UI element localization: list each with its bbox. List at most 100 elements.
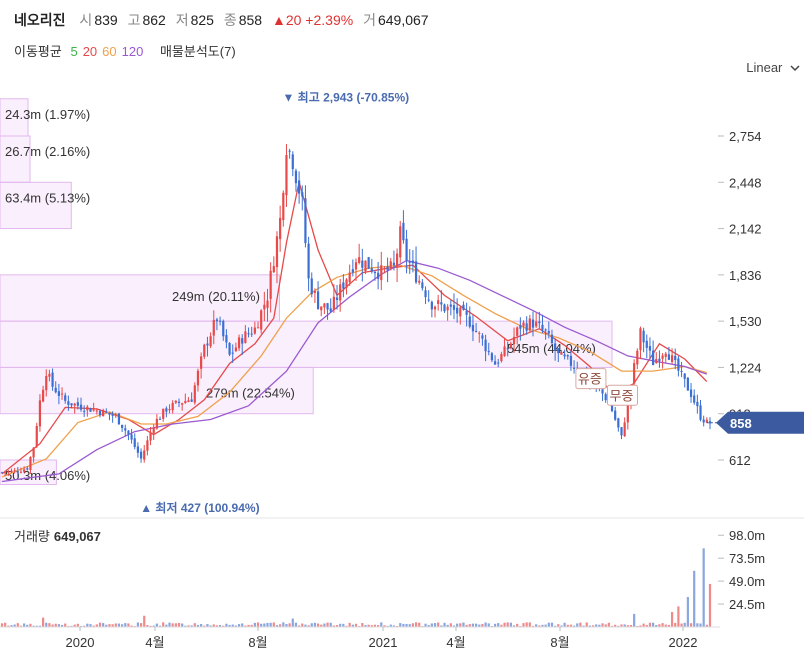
volume-bar [601,623,604,627]
scale-selector[interactable]: Linear [746,60,800,75]
candle-body [645,340,648,348]
volume-bar [633,613,636,627]
candle-body [380,265,383,281]
candle-body [446,306,449,311]
volume-bar [342,623,345,627]
volume-bar [241,623,244,627]
ma-120[interactable]: 120 [121,44,144,59]
candle-body [424,290,427,298]
candle-body [623,422,626,437]
volume-bar [481,623,484,627]
candle-body [421,282,424,289]
candle-body [272,266,275,273]
candle-body [266,300,269,308]
volume-profile-toggle[interactable]: 매물분석도(7) [159,44,236,59]
volume-bar [45,622,48,627]
candle-body [361,260,364,268]
candle-body [481,335,484,339]
candle-body [411,260,414,264]
volume-bar [598,624,601,627]
volume-bar [452,625,456,627]
volume-bar [664,624,667,627]
volume-bar [206,624,209,627]
volume-label: 거 [363,12,376,28]
volume-bar [367,624,370,627]
candle-body [98,410,102,416]
candle-body [705,419,708,423]
volume-bar [414,622,418,627]
volume-bar [316,623,320,627]
candle-body [86,406,89,411]
volume-bar [351,624,354,627]
volume-bar [298,625,301,627]
volume-bar [699,623,702,627]
volume-bar [13,624,16,627]
candle-body [231,352,234,354]
volume-bars-group [0,548,712,627]
volume-bar [655,625,658,627]
candle-body [557,348,560,354]
candle-body [383,268,386,270]
candle-body [256,327,260,329]
volume-bar [430,623,433,627]
candle-body [57,391,60,396]
price-chart[interactable]: 24.3m (1.97%) 26.7m (2.16%) 63.4m (5.13%) 2… [0,85,804,664]
candle-body [541,324,544,330]
candle-body [200,356,203,369]
candle-body [512,336,516,345]
volume-bar [275,625,279,627]
ma-20[interactable]: 20 [82,44,98,59]
candle-body [209,336,212,347]
volume-bar [70,625,73,627]
volume-bar [307,625,310,627]
volume-bar [354,623,358,627]
volume-bar [667,624,671,627]
volume-bar [294,622,298,627]
x-tick-label: 2020 [66,635,95,650]
volume-bar [260,623,263,627]
close-label: 종 [223,12,237,28]
volume-bar [51,624,54,627]
volume-bar [329,622,332,627]
volume-bar [437,622,440,627]
volume-bar [576,623,579,627]
ma-60[interactable]: 60 [102,44,117,59]
volume-profile-label: 279m (22.54%) [206,385,295,400]
candle-body [509,343,512,348]
volume-bar [127,623,130,627]
volume-bar [588,625,591,627]
volume-bar [544,624,547,627]
candle-body [550,334,554,344]
scale-label: Linear [746,60,783,75]
candle-body [10,470,13,473]
ma-label[interactable]: 이동평균 [14,44,62,59]
volume-bar [380,622,383,627]
candle-body [291,154,294,170]
candle-body [16,471,19,473]
volume-bar [418,622,421,627]
candle-body [354,262,358,270]
volume-bar [433,623,437,627]
ma-5[interactable]: 5 [70,44,78,59]
stock-name: 네오리진 [14,12,66,28]
candle-body [373,271,377,274]
candle-body [215,319,219,322]
candle-body [7,471,10,473]
volume-bar [335,625,339,627]
volume-bar [424,623,427,627]
volume-bar [443,622,446,627]
volume-bar [677,606,680,627]
candle-body [531,319,535,328]
candle-body [522,322,525,327]
volume-bar [370,625,373,627]
candle-body [674,355,677,361]
candle-body [143,450,146,460]
volume-bar [121,624,124,627]
candle-body [244,331,247,343]
candle-body [174,400,177,403]
high-value: 862 [142,12,166,28]
x-tick-label: 8월 [248,635,267,650]
volume-bar [291,618,294,627]
candle-body [689,389,693,397]
volume-bar [427,625,430,627]
